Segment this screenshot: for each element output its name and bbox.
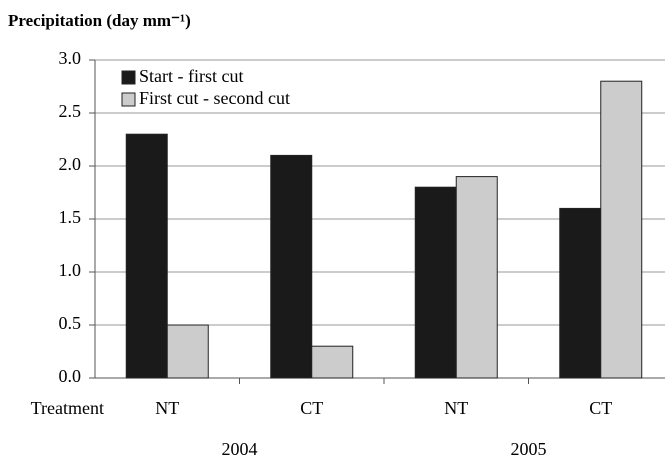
y-tick-label: 2.0: [59, 154, 82, 174]
bar: [455, 176, 498, 379]
bar: [166, 324, 209, 379]
chart-title: Precipitation (day mm⁻¹): [8, 11, 191, 30]
legend-label: First cut - second cut: [139, 88, 290, 108]
x-tick-label: NT: [444, 398, 468, 418]
bar: [600, 80, 643, 379]
group-label: 2005: [511, 439, 547, 459]
x-tick-label: CT: [300, 398, 323, 418]
y-tick-label: 0.5: [59, 313, 82, 333]
bar: [125, 133, 168, 379]
legend-label: Start - first cut: [139, 66, 243, 86]
group-label: 2004: [222, 439, 258, 459]
bar: [311, 345, 354, 379]
bar: [270, 154, 313, 379]
x-tick-label: CT: [589, 398, 612, 418]
y-tick-label: 1.5: [59, 207, 82, 227]
bar: [559, 207, 602, 379]
legend-swatch: [121, 92, 136, 107]
y-tick-label: 1.0: [59, 260, 82, 280]
y-tick-label: 2.5: [59, 101, 82, 121]
legend-swatch: [121, 70, 136, 85]
x-tick-label: NT: [155, 398, 179, 418]
y-tick-label: 3.0: [59, 48, 82, 68]
x-axis-label: Treatment: [31, 398, 104, 418]
bar: [414, 186, 457, 379]
y-tick-label: 0.0: [59, 366, 82, 386]
